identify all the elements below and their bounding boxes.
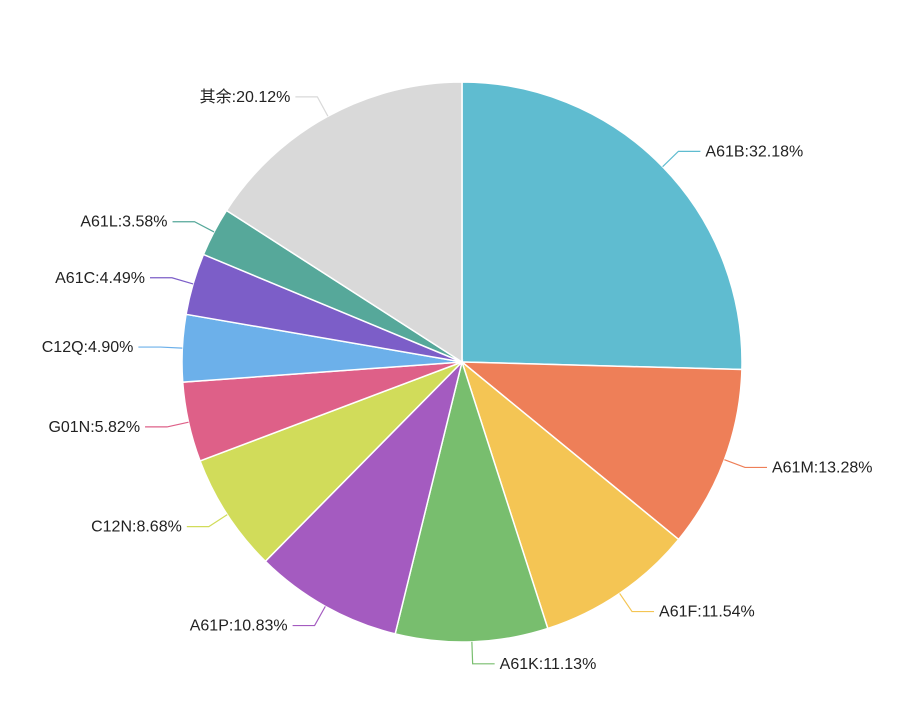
slice-label-9: A61L:3.58% [80,214,167,231]
leader-line-2 [619,593,655,613]
slice-label-2: A61F:11.54% [659,604,755,621]
pie-slice-10[interactable] [225,81,463,364]
leader-line-10 [295,96,329,117]
slice-label-8: A61C:4.49% [55,270,145,287]
leader-line-9 [172,221,215,233]
leader-line-4 [292,606,326,627]
slice-label-3: A61K:11.13% [500,656,597,673]
leader-line-8 [149,277,194,285]
slice-label-1: A61M:13.28% [772,459,873,476]
labels-layer: A61B:32.18% A61M:13.28% A61F:11.54% A61K:11… [42,87,873,673]
pie-slice-5[interactable] [199,361,463,563]
leader-line-1 [724,459,767,469]
slices-layer [181,81,743,643]
slice-label-0: A61B:32.18% [705,143,803,160]
pie-slice-4[interactable] [264,359,464,635]
pie-slice-0[interactable] [461,81,743,371]
pie-slice-3[interactable] [394,359,549,643]
slice-label-4: A61P:10.83% [190,618,288,635]
slice-label-10: 其余:20.12% [200,87,291,106]
slice-label-5: C12N:8.68% [91,519,182,536]
slice-label-6: G01N:5.82% [48,419,140,436]
leader-line-5 [186,514,228,528]
slice-label-7: C12Q:4.90% [42,339,134,356]
pie-slice-2[interactable] [460,359,680,630]
leader-lines-layer [138,96,767,665]
leader-line-3 [471,641,495,665]
leader-line-7 [138,346,183,349]
leader-line-6 [145,421,189,428]
leader-line-0 [662,150,701,168]
